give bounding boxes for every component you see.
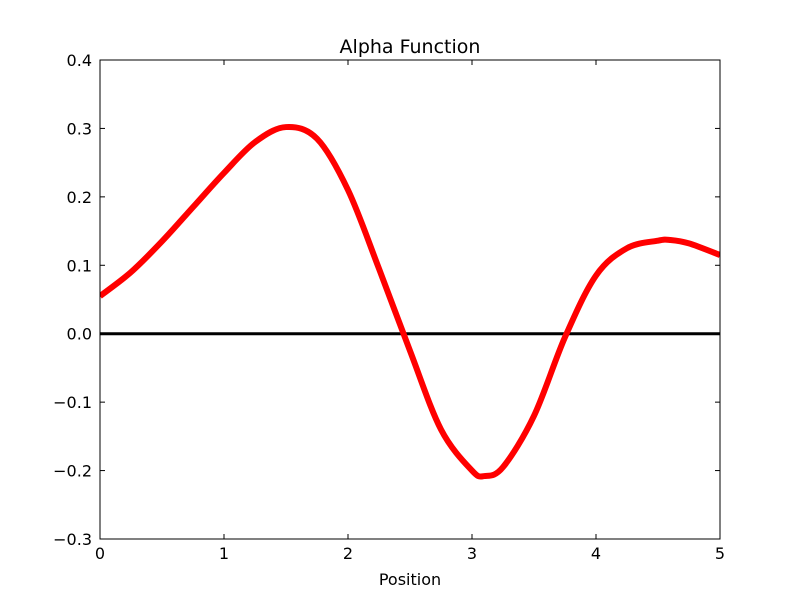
x-tick-label: 5 xyxy=(715,544,725,563)
chart-title: Alpha Function xyxy=(340,36,481,58)
x-tick-label: 4 xyxy=(591,544,601,563)
x-tick-label: 3 xyxy=(467,544,477,563)
y-tick-label: 0.3 xyxy=(67,119,92,138)
y-tick-label: −0.1 xyxy=(53,393,92,412)
y-tick-label: 0.2 xyxy=(67,188,92,207)
series-layer xyxy=(100,123,720,480)
y-tick-label: 0.4 xyxy=(67,51,92,70)
axis-ticks: 0 1 2 3 4 5 −0.3 −0.2 −0.1 0.0 0.1 0.2 0.3 0.4 xyxy=(53,51,725,563)
x-tick-label: 0 xyxy=(95,544,105,563)
x-tick-label: 2 xyxy=(343,544,353,563)
plot-frame xyxy=(99,59,721,540)
x-axis-label: Position xyxy=(379,570,441,589)
y-tick-label: 0.1 xyxy=(67,256,92,275)
x-tick-label: 1 xyxy=(219,544,229,563)
y-tick-label: −0.2 xyxy=(53,462,92,481)
y-tick-label: 0.0 xyxy=(67,325,92,344)
series-line xyxy=(100,123,720,480)
y-tick-label: −0.3 xyxy=(53,530,92,549)
